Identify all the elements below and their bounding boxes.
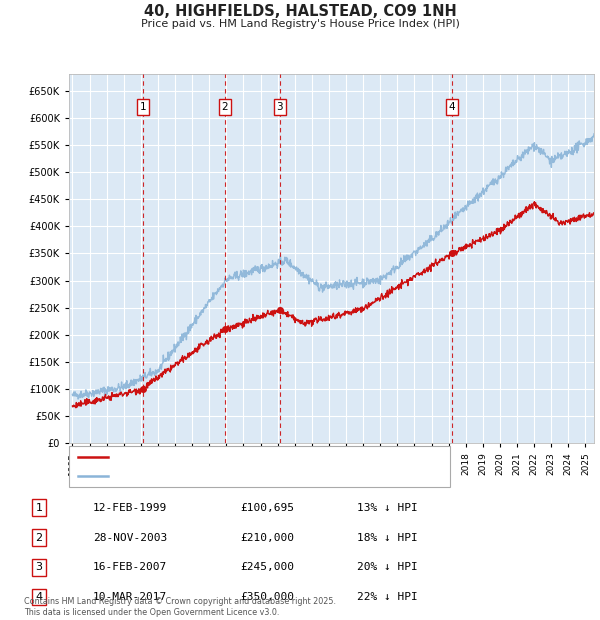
Text: 12-FEB-1999: 12-FEB-1999 — [93, 503, 167, 513]
Text: £210,000: £210,000 — [240, 533, 294, 542]
Text: 3: 3 — [35, 562, 43, 572]
Text: £245,000: £245,000 — [240, 562, 294, 572]
Text: 40, HIGHFIELDS, HALSTEAD, CO9 1NH: 40, HIGHFIELDS, HALSTEAD, CO9 1NH — [143, 4, 457, 19]
Text: Price paid vs. HM Land Registry's House Price Index (HPI): Price paid vs. HM Land Registry's House … — [140, 19, 460, 29]
Text: Contains HM Land Registry data © Crown copyright and database right 2025.
This d: Contains HM Land Registry data © Crown c… — [24, 598, 336, 617]
Text: 1: 1 — [140, 102, 146, 112]
Text: 16-FEB-2007: 16-FEB-2007 — [93, 562, 167, 572]
Text: 10-MAR-2017: 10-MAR-2017 — [93, 592, 167, 602]
Text: 20% ↓ HPI: 20% ↓ HPI — [357, 562, 418, 572]
Text: 2: 2 — [221, 102, 228, 112]
Text: 2: 2 — [35, 533, 43, 542]
Text: 22% ↓ HPI: 22% ↓ HPI — [357, 592, 418, 602]
Text: 4: 4 — [449, 102, 455, 112]
Text: 40, HIGHFIELDS, HALSTEAD, CO9 1NH (detached house): 40, HIGHFIELDS, HALSTEAD, CO9 1NH (detac… — [114, 452, 407, 463]
Text: £100,695: £100,695 — [240, 503, 294, 513]
Text: 28-NOV-2003: 28-NOV-2003 — [93, 533, 167, 542]
Text: HPI: Average price, detached house, Braintree: HPI: Average price, detached house, Brai… — [114, 471, 355, 481]
Text: £350,000: £350,000 — [240, 592, 294, 602]
Text: 3: 3 — [277, 102, 283, 112]
Text: 18% ↓ HPI: 18% ↓ HPI — [357, 533, 418, 542]
Text: 4: 4 — [35, 592, 43, 602]
Text: 1: 1 — [35, 503, 43, 513]
Text: 13% ↓ HPI: 13% ↓ HPI — [357, 503, 418, 513]
